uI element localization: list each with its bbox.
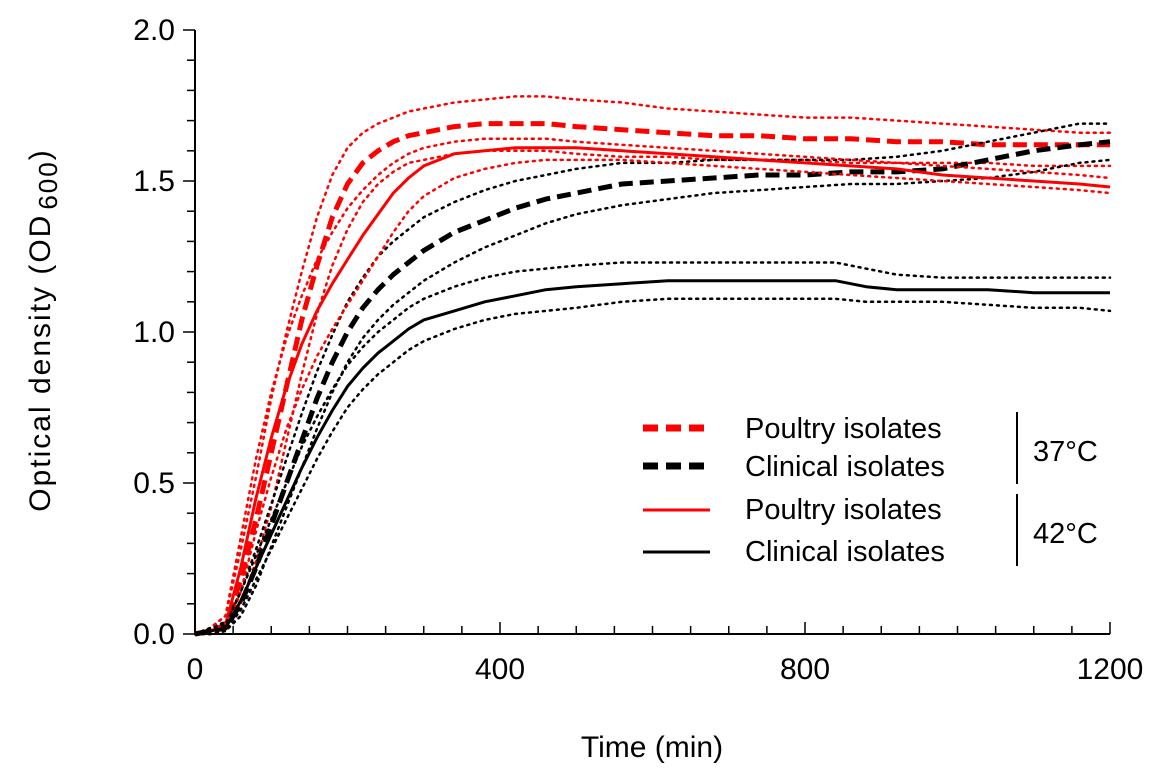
x-axis-title: Time (min) bbox=[581, 731, 723, 764]
ticks bbox=[183, 29, 1111, 635]
series-poultry-37-line bbox=[194, 121, 1110, 637]
series-poultry-42-upper-band bbox=[193, 137, 1112, 636]
tick-labels: 0 400 800 1200 0.0 0.5 1.0 1.5 2.0 bbox=[133, 14, 1143, 686]
x-tick-label: 1200 bbox=[1077, 653, 1144, 686]
legend: Poultry isolates Clinical isolates Poult… bbox=[643, 412, 1098, 568]
y-tick-label: 0.5 bbox=[133, 467, 175, 500]
y-tick-label: 0.0 bbox=[133, 618, 175, 651]
series-clinical-37-upper-band bbox=[193, 122, 1112, 636]
x-tick-label: 800 bbox=[780, 653, 830, 686]
plot-area bbox=[193, 95, 1112, 637]
y-axis-title-main: Optical density (OD bbox=[24, 214, 57, 512]
legend-group-label-42: 42°C bbox=[1033, 518, 1098, 550]
series-clinical-37-lower-band bbox=[193, 158, 1112, 636]
series-clinical-37-line bbox=[194, 139, 1111, 637]
series-clinical-42-upper-band bbox=[193, 261, 1112, 636]
y-tick-label: 1.5 bbox=[133, 165, 175, 198]
axes bbox=[194, 30, 1110, 635]
x-tick-label: 400 bbox=[475, 653, 525, 686]
y-axis-title: Optical density (OD 600) bbox=[24, 148, 63, 511]
y-axis-title-close: ) bbox=[24, 148, 57, 160]
y-axis-title-subscript: 600 bbox=[33, 160, 63, 209]
y-tick-label: 1.0 bbox=[133, 316, 175, 349]
legend-label-clinical-37: Clinical isolates bbox=[745, 451, 945, 483]
series-clinical-42-lower-band bbox=[193, 297, 1112, 636]
legend-label-poultry-42: Poultry isolates bbox=[745, 494, 942, 526]
series-poultry-42-line bbox=[194, 146, 1111, 636]
x-tick-label: 0 bbox=[187, 653, 204, 686]
series-poultry-42-lower-band bbox=[193, 158, 1112, 636]
legend-group-label-37: 37°C bbox=[1033, 436, 1098, 468]
y-tick-label: 2.0 bbox=[133, 14, 175, 47]
series-clinical-42-line bbox=[194, 279, 1110, 636]
legend-label-clinical-42: Clinical isolates bbox=[745, 536, 945, 568]
legend-label-poultry-37: Poultry isolates bbox=[745, 413, 942, 445]
